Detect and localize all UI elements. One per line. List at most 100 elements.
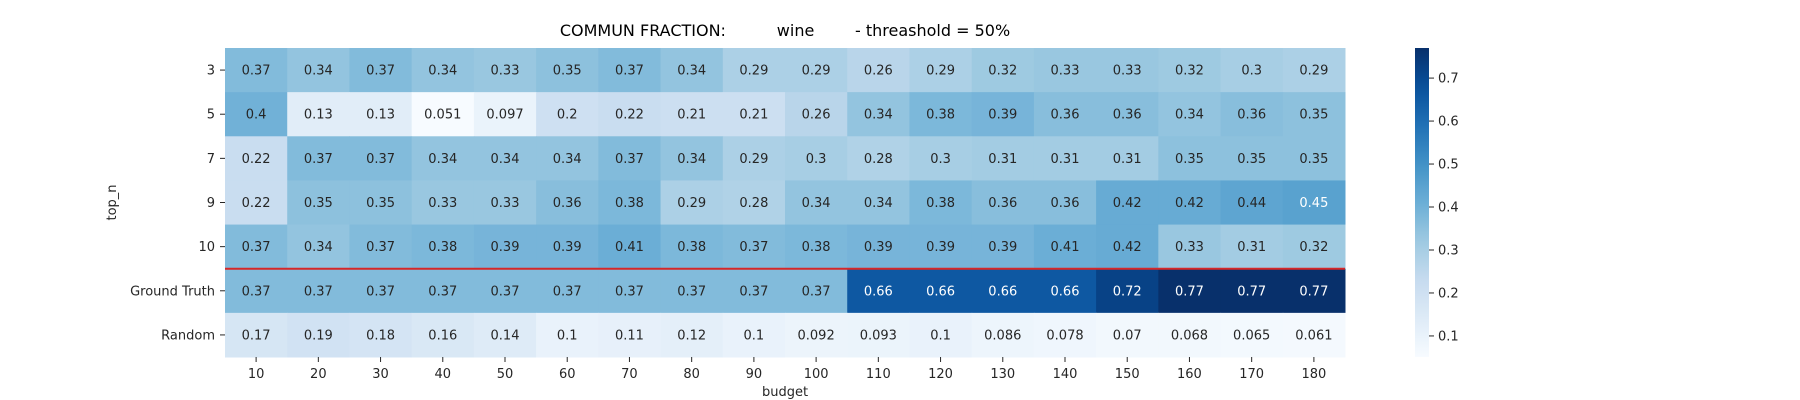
heatmap-cell — [411, 48, 475, 93]
heatmap-cell — [722, 92, 786, 137]
heatmap-cell-value: 0.38 — [677, 240, 706, 255]
heatmap-cell-value: 0.39 — [491, 240, 520, 255]
heatmap-cell-value: 0.2 — [557, 108, 578, 123]
heatmap-cell-value: 0.26 — [864, 64, 893, 79]
heatmap-cell — [847, 92, 910, 137]
heatmap-cell — [785, 224, 848, 270]
heatmap-cell-value: 0.34 — [677, 64, 706, 79]
heatmap-cell-value: 0.35 — [553, 64, 582, 79]
heatmap-cell — [536, 180, 599, 226]
heatmap-cell — [473, 224, 537, 270]
heatmap-cell — [785, 92, 848, 137]
heatmap-cell-value: 0.22 — [615, 108, 644, 123]
y-axis-label: top_n — [105, 184, 120, 220]
x-tick-label: 130 — [990, 367, 1015, 382]
x-axis-label: budget — [762, 385, 808, 400]
heatmap-cell — [536, 224, 599, 270]
x-tick-label: 150 — [1115, 367, 1140, 382]
heatmap-cell-value: 0.1 — [744, 328, 765, 343]
heatmap-cell — [1282, 136, 1346, 181]
heatmap-cell — [1096, 224, 1159, 270]
heatmap-cell-value: 0.39 — [864, 240, 893, 255]
heatmap-cell — [971, 268, 1035, 314]
heatmap-cell — [785, 136, 848, 181]
heatmap-cell-value: 0.36 — [553, 196, 582, 211]
heatmap-cell-value: 0.37 — [677, 284, 706, 299]
heatmap-cell-value: 0.33 — [428, 196, 457, 211]
heatmap-cell — [349, 92, 413, 137]
y-tick-label: 10 — [198, 240, 215, 255]
x-tick-label: 100 — [804, 367, 829, 382]
heatmap-cell — [971, 312, 1035, 358]
y-tick-label: 3 — [207, 64, 215, 79]
heatmap-cell-value: 0.092 — [798, 328, 835, 343]
heatmap-cell-value: 0.38 — [926, 196, 955, 211]
heatmap-cell — [785, 312, 848, 358]
chart-title: COMMUN FRACTION: wine - threashold = 50% — [560, 21, 1010, 40]
heatmap-cell — [598, 224, 662, 270]
heatmap-cell — [847, 48, 910, 93]
heatmap-cell — [971, 224, 1035, 270]
heatmap-cell — [1220, 268, 1284, 314]
heatmap-cell — [722, 312, 786, 358]
heatmap-cell — [349, 268, 413, 314]
heatmap-cell-value: 0.42 — [1175, 196, 1204, 211]
heatmap-cell-value: 0.38 — [926, 108, 955, 123]
heatmap-cell-value: 0.34 — [428, 152, 457, 167]
heatmap-cell — [536, 136, 599, 181]
heatmap-cell-value: 0.34 — [428, 64, 457, 79]
heatmap-cell-value: 0.34 — [677, 152, 706, 167]
heatmap-cell-value: 0.35 — [304, 196, 333, 211]
heatmap-cell-value: 0.39 — [988, 108, 1017, 123]
heatmap-cell-value: 0.29 — [677, 196, 706, 211]
heatmap-cell — [1158, 48, 1222, 93]
heatmap-cell-value: 0.41 — [615, 240, 644, 255]
heatmap-cell — [847, 136, 910, 181]
heatmap-cell-value: 0.66 — [988, 284, 1017, 299]
heatmap-cell — [1158, 136, 1222, 181]
heatmap-cell-value: 0.37 — [553, 284, 582, 299]
heatmap-cell — [349, 136, 413, 181]
heatmap-cell-value: 0.13 — [304, 108, 333, 123]
heatmap-cell-value: 0.07 — [1113, 328, 1142, 343]
heatmap-cell-value: 0.36 — [988, 196, 1017, 211]
heatmap-cell-value: 0.37 — [366, 64, 395, 79]
x-tick-label: 20 — [310, 367, 327, 382]
heatmap-cell-value: 0.18 — [366, 328, 395, 343]
heatmap-cell — [1220, 92, 1284, 137]
heatmap-cell — [1220, 136, 1284, 181]
heatmap-cell-value: 0.35 — [366, 196, 395, 211]
heatmap-cell — [847, 224, 910, 270]
heatmap-cell-value: 0.37 — [242, 64, 271, 79]
heatmap-cell — [660, 180, 724, 226]
y-tick-label: 5 — [207, 108, 215, 123]
heatmap-cell — [1282, 224, 1346, 270]
heatmap-cell-value: 0.37 — [615, 64, 644, 79]
heatmap-cell — [598, 136, 662, 181]
heatmap-cell-value: 0.42 — [1113, 240, 1142, 255]
heatmap-cell-value: 0.19 — [304, 328, 333, 343]
heatmap-cell-value: 0.37 — [366, 152, 395, 167]
heatmap-cell-value: 0.051 — [424, 108, 461, 123]
y-tick-label: 7 — [207, 152, 215, 167]
heatmap-cell-value: 0.11 — [615, 328, 644, 343]
y-tick-label: Random — [161, 328, 215, 343]
colorbar-tick-label: 0.4 — [1438, 201, 1459, 216]
heatmap-cell-value: 0.29 — [1299, 64, 1328, 79]
heatmap-cell-value: 0.37 — [304, 284, 333, 299]
heatmap-cell-value: 0.44 — [1237, 196, 1266, 211]
heatmap-cell-value: 0.32 — [1175, 64, 1204, 79]
colorbar-tick-label: 0.2 — [1438, 286, 1459, 301]
heatmap-cell — [1096, 92, 1159, 137]
heatmap-cell-value: 0.37 — [428, 284, 457, 299]
heatmap-cell — [349, 48, 413, 93]
heatmap-cell-value: 0.31 — [1051, 152, 1080, 167]
heatmap-cell-value: 0.16 — [428, 328, 457, 343]
heatmap-cell-value: 0.33 — [491, 64, 520, 79]
x-tick-label: 180 — [1301, 367, 1326, 382]
heatmap-cell-value: 0.31 — [1237, 240, 1266, 255]
heatmap-cell — [722, 224, 786, 270]
y-axis-ticks: 3 5 7 9 10 Ground Truth Random — [130, 64, 225, 343]
heatmap-cell-value: 0.38 — [615, 196, 644, 211]
heatmap-cell — [660, 224, 724, 270]
